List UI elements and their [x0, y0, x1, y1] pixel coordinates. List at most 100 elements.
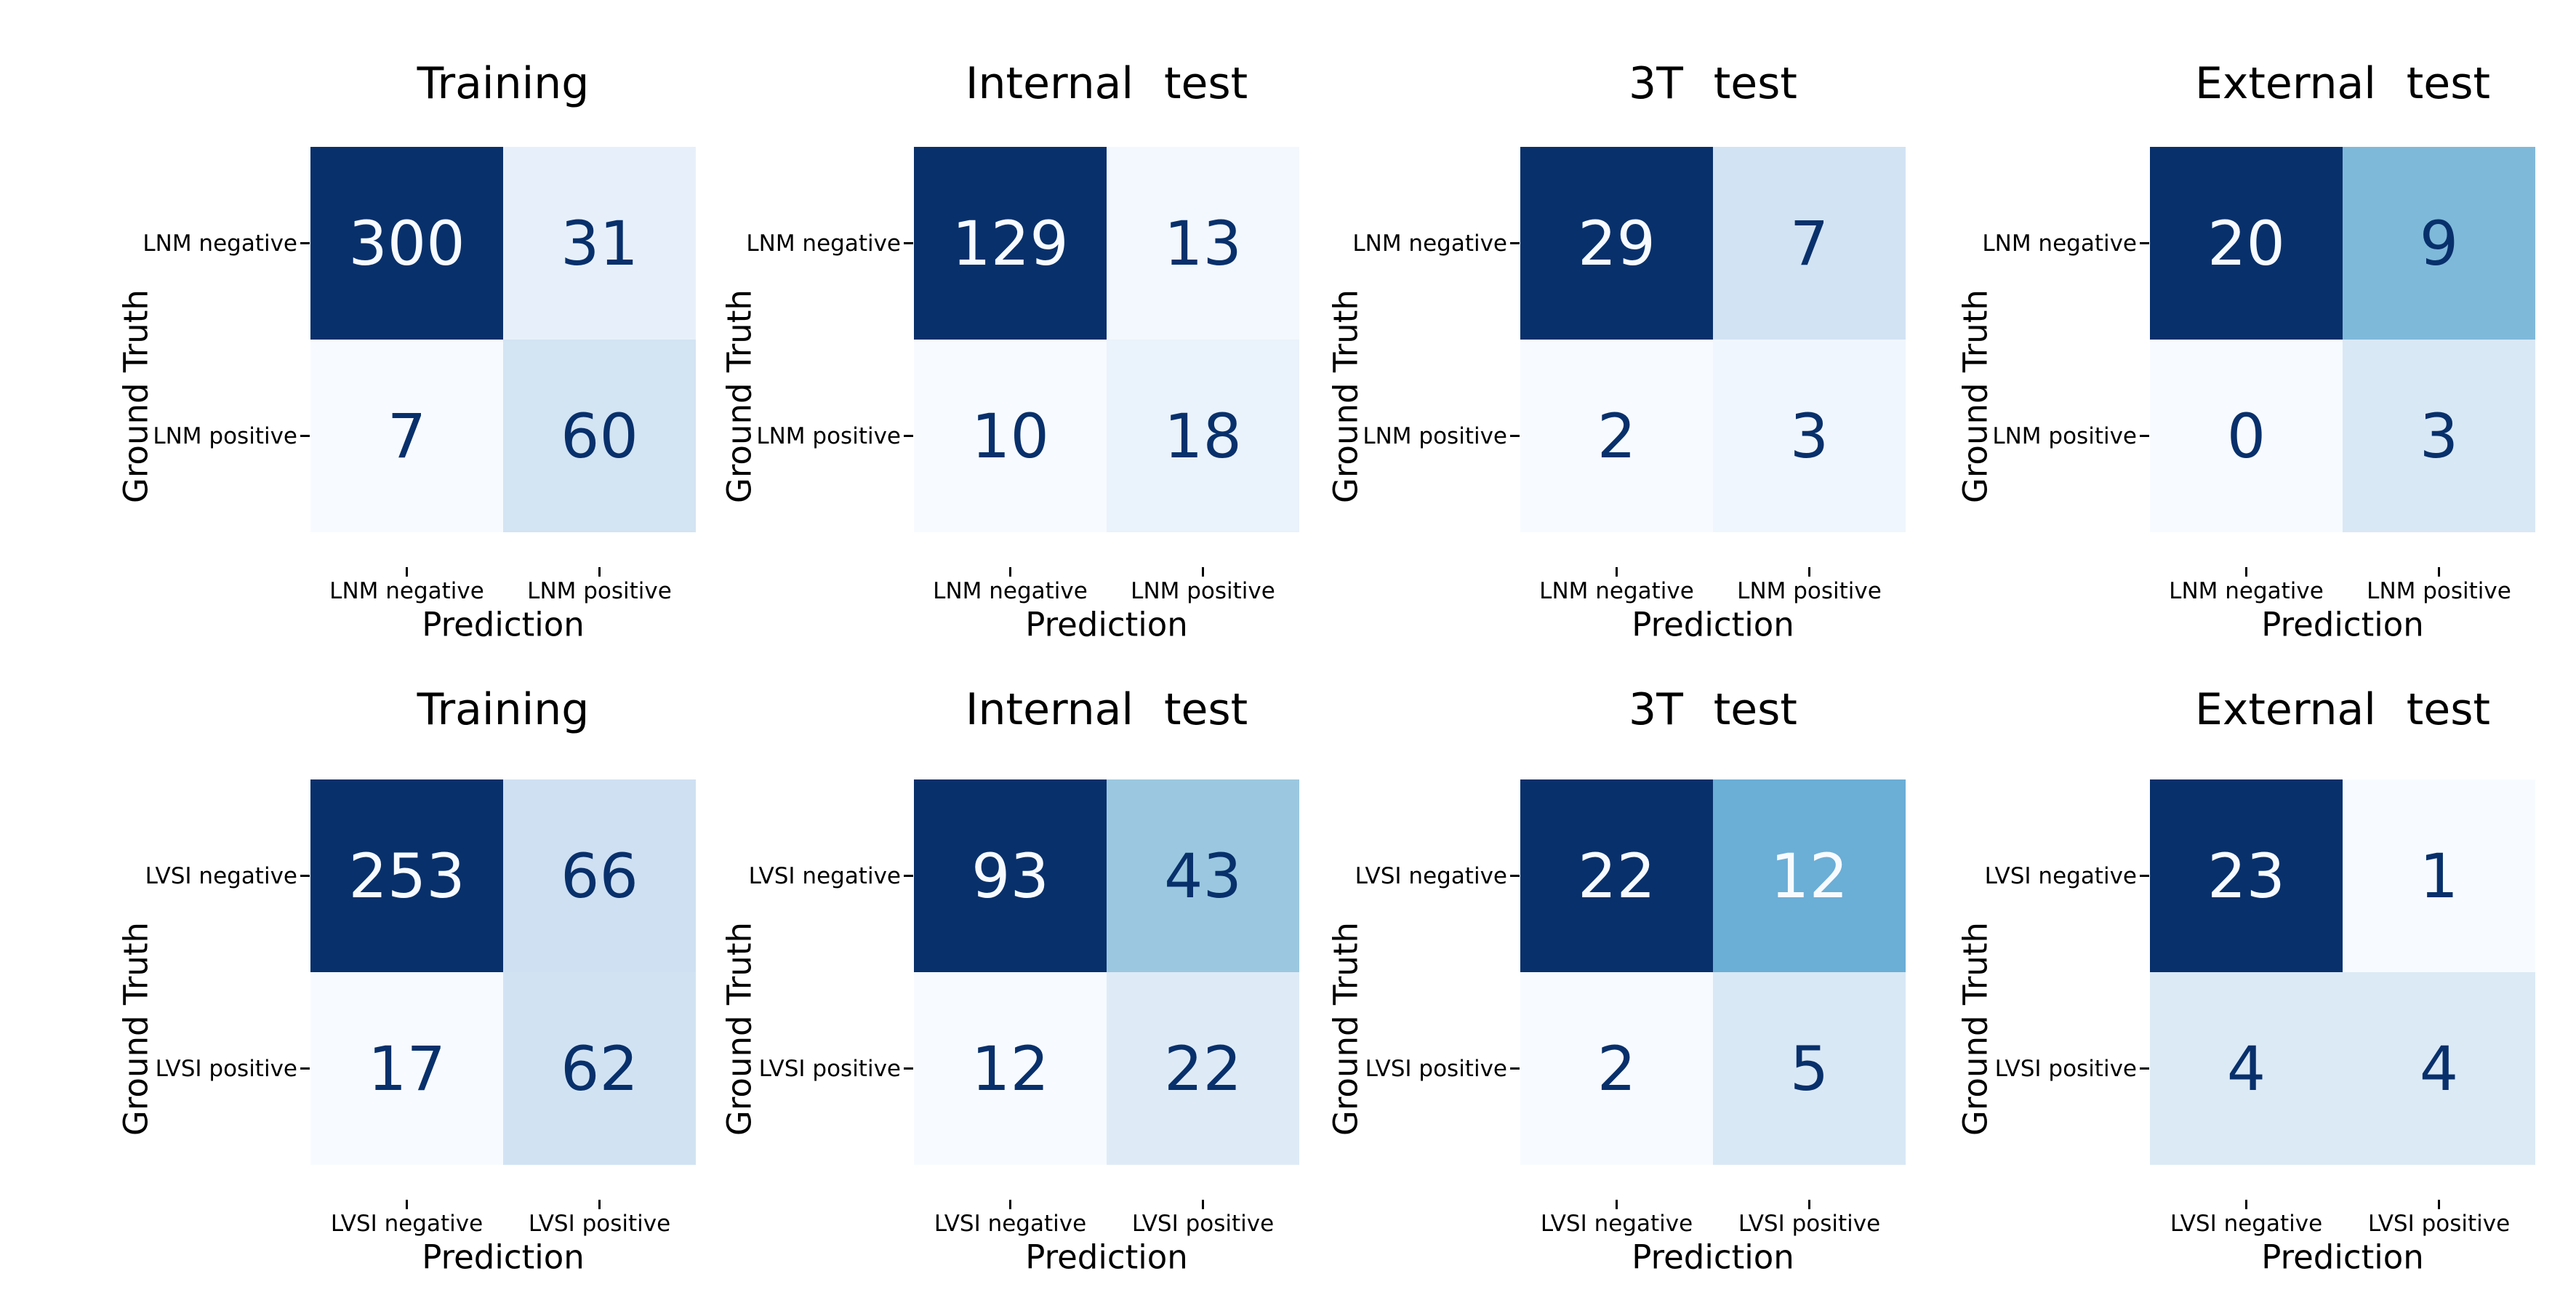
cell-value: 3: [1789, 400, 1829, 472]
y-tick-label: LVSI positive: [155, 1055, 297, 1082]
y-tick-mark: [904, 875, 913, 877]
y-tick-mark: [904, 435, 913, 437]
x-tick-mark: [1202, 1200, 1204, 1209]
matrix-cell: [914, 972, 1107, 1165]
x-tick-mark: [1616, 1200, 1618, 1209]
matrix-cell: [503, 779, 696, 972]
cell-value: 7: [387, 400, 427, 472]
panel-title: Training: [417, 684, 590, 735]
y-tick-mark: [1510, 1067, 1520, 1070]
x-tick-mark: [2245, 1200, 2247, 1209]
x-tick-label: LVSI negative: [330, 1211, 483, 1237]
y-tick-label: LNM negative: [143, 230, 297, 257]
matrix-cell: [2150, 972, 2343, 1165]
matrix-cell: [310, 779, 503, 972]
ground-truth-axis-label: Ground Truth: [1956, 922, 1995, 1136]
matrix-cell: [1520, 972, 1713, 1165]
y-tick-label: LNM negative: [746, 230, 901, 257]
x-tick-mark: [598, 1200, 601, 1209]
prediction-axis-label: Prediction: [422, 1238, 585, 1277]
matrix-cell: [914, 779, 1107, 972]
x-tick-label: LNM negative: [933, 578, 1088, 604]
cell-value: 17: [368, 1033, 446, 1104]
x-tick-mark: [2438, 1200, 2440, 1209]
y-tick-mark: [300, 875, 310, 877]
x-tick-label: LVSI positive: [2367, 1211, 2511, 1237]
matrix-cell: [310, 972, 503, 1165]
y-tick-mark: [1510, 435, 1520, 437]
cell-value: 29: [1578, 207, 1656, 279]
y-tick-label: LNM positive: [756, 422, 901, 449]
cell-value: 22: [1164, 1033, 1242, 1104]
cell-value: 66: [561, 840, 638, 912]
prediction-axis-label: Prediction: [1632, 605, 1794, 644]
x-tick-mark: [1808, 1200, 1810, 1209]
prediction-axis-label: Prediction: [1025, 1238, 1188, 1277]
x-tick-mark: [1616, 567, 1618, 577]
x-tick-label: LNM positive: [527, 578, 672, 604]
x-tick-mark: [406, 567, 408, 577]
y-tick-label: LVSI negative: [1984, 862, 2137, 889]
prediction-axis-label: Prediction: [1025, 605, 1188, 644]
matrix-cell: [2343, 147, 2535, 340]
y-tick-mark: [904, 1067, 913, 1070]
prediction-axis-label: Prediction: [1632, 1238, 1794, 1277]
matrix-cell: [1107, 972, 1299, 1165]
y-tick-mark: [1510, 242, 1520, 244]
y-tick-label: LVSI positive: [1994, 1055, 2137, 1082]
matrix-cell: [503, 147, 696, 340]
panel-title: External test: [2194, 684, 2491, 735]
cell-value: 1: [2419, 840, 2459, 912]
prediction-axis-label: Prediction: [2261, 605, 2424, 644]
y-tick-mark: [2140, 1067, 2149, 1070]
matrix-cell: [1713, 147, 1906, 340]
matrix-cell: [1713, 779, 1906, 972]
matrix-cell: [1713, 340, 1906, 532]
cell-value: 0: [2226, 400, 2266, 472]
cell-value: 20: [2207, 207, 2285, 279]
matrix-cell: [2150, 147, 2343, 340]
x-tick-label: LNM positive: [2367, 578, 2511, 604]
matrix-cell: [1713, 972, 1906, 1165]
cell-value: 12: [971, 1033, 1049, 1104]
panel-title: 3T test: [1629, 58, 1797, 109]
cell-value: 31: [561, 207, 638, 279]
matrix-cell: [1520, 779, 1713, 972]
matrix-cell: [1107, 147, 1299, 340]
x-tick-label: LNM positive: [1737, 578, 1882, 604]
x-tick-mark: [1202, 567, 1204, 577]
x-tick-label: LNM negative: [329, 578, 484, 604]
panel-title: Internal test: [965, 684, 1248, 735]
cell-value: 10: [971, 400, 1049, 472]
matrix-cell: [1107, 340, 1299, 532]
prediction-axis-label: Prediction: [2261, 1238, 2424, 1277]
cell-value: 2: [1597, 1033, 1637, 1104]
cell-value: 23: [2207, 840, 2285, 912]
cell-value: 4: [2419, 1033, 2459, 1104]
cell-value: 4: [2226, 1033, 2266, 1104]
matrix-cell: [914, 340, 1107, 532]
panel-title: External test: [2194, 58, 2491, 109]
x-tick-mark: [598, 567, 601, 577]
cell-value: 2: [1597, 400, 1637, 472]
y-tick-label: LNM negative: [1352, 230, 1507, 257]
x-tick-mark: [1009, 1200, 1011, 1209]
matrix-cell: [310, 340, 503, 532]
x-tick-label: LVSI negative: [934, 1211, 1087, 1237]
x-tick-mark: [2245, 567, 2247, 577]
cell-value: 18: [1164, 400, 1242, 472]
cell-value: 60: [561, 400, 638, 472]
y-tick-mark: [2140, 435, 2149, 437]
cell-value: 9: [2419, 207, 2459, 279]
cell-value: 12: [1770, 840, 1848, 912]
y-tick-label: LVSI positive: [1365, 1055, 1507, 1082]
x-tick-mark: [1009, 567, 1011, 577]
y-tick-mark: [300, 435, 310, 437]
y-tick-label: LVSI negative: [748, 862, 901, 889]
cell-value: 3: [2419, 400, 2459, 472]
